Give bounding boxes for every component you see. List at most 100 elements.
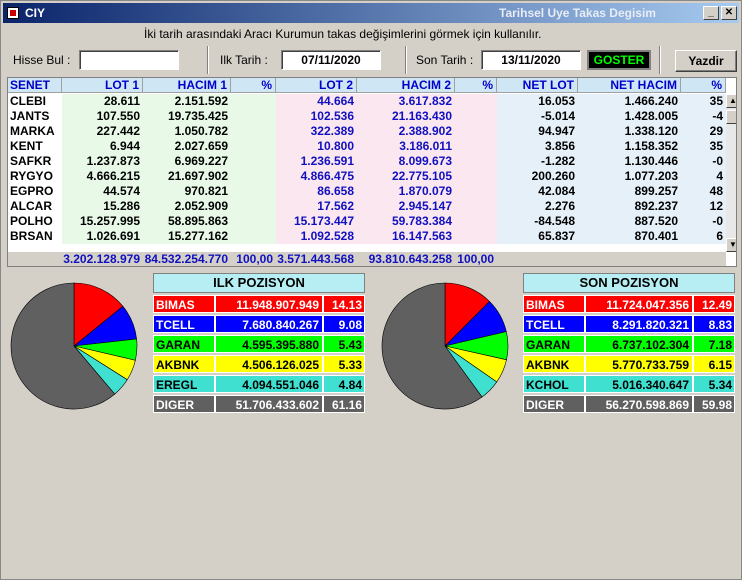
position-percent: 59.98 [693, 395, 735, 413]
column-header[interactable]: HACIM 2 [357, 78, 455, 93]
table-row[interactable]: CLEBI 28.611 2.151.592 44.664 3.617.832 16.05… [8, 94, 726, 109]
column-header[interactable]: % [681, 78, 726, 93]
separator [659, 46, 661, 74]
table-cell: 2.052.909 [143, 199, 231, 214]
totals-row[interactable]: 3.202.128.979 84.532.254.770 100,00 3.571.4… [8, 252, 726, 266]
yazdir-button[interactable]: Yazdir [675, 50, 737, 72]
table-cell: 94.947 [497, 124, 578, 139]
position-value: 6.737.102.304 [585, 335, 693, 353]
table-header[interactable]: SENET LOT 1 HACIM 1% LOT 2 HACIM 2% NET LOT NE… [8, 78, 726, 93]
table-cell: 10.800 [276, 139, 357, 154]
table-cell [455, 169, 497, 184]
table-cell [231, 154, 276, 169]
table-cell [455, 94, 497, 109]
scroll-thumb[interactable] [726, 110, 736, 124]
vertical-scrollbar[interactable]: ▲ ▼ [726, 94, 736, 252]
table-cell: 48 [681, 184, 726, 199]
scroll-down-icon[interactable]: ▼ [726, 238, 736, 252]
table-cell: -84.548 [497, 214, 578, 229]
table-cell: 1.050.782 [143, 124, 231, 139]
table-row[interactable]: SAFKR 1.237.873 6.969.227 1.236.591 8.099.67… [8, 154, 726, 169]
table-cell: RYGYO [8, 169, 62, 184]
table-cell [578, 252, 681, 266]
table-cell [231, 229, 276, 244]
position-row: AKBNK 5.770.733.759 6.15 [523, 355, 735, 374]
table-cell: 44.664 [276, 94, 357, 109]
minimize-button[interactable]: _ [703, 6, 719, 20]
table-cell [455, 199, 497, 214]
table-cell: 3.186.011 [357, 139, 455, 154]
table-cell: -1.282 [497, 154, 578, 169]
table-cell: EGPRO [8, 184, 62, 199]
table-cell: 6.969.227 [143, 154, 231, 169]
scroll-up-icon[interactable]: ▲ [726, 94, 736, 108]
column-header[interactable]: % [455, 78, 497, 93]
position-percent: 5.33 [323, 355, 365, 373]
ilk-pie-chart [10, 282, 138, 410]
position-row: TCELL 7.680.840.267 9.08 [153, 315, 365, 334]
table-cell [455, 229, 497, 244]
position-value: 4.506.126.025 [215, 355, 323, 373]
table-cell: 1.026.691 [62, 229, 143, 244]
son-tarih-label: Son Tarih : [416, 53, 474, 67]
table-cell: 1.466.240 [578, 94, 681, 109]
close-button[interactable]: ✕ [721, 6, 737, 20]
hisse-bul-input[interactable] [79, 50, 179, 70]
table-cell: 16.053 [497, 94, 578, 109]
table-row[interactable]: RYGYO 4.666.215 21.697.902 4.866.475 22.775.… [8, 169, 726, 184]
column-header[interactable]: LOT 2 [276, 78, 357, 93]
column-header[interactable]: LOT 1 [62, 78, 143, 93]
table-cell [231, 124, 276, 139]
window-title: CIY [25, 6, 46, 20]
table-cell: 4.866.475 [276, 169, 357, 184]
goster-button[interactable]: GOSTER [587, 50, 651, 70]
column-header[interactable]: NET HACIM [578, 78, 681, 93]
column-header[interactable]: % [231, 78, 276, 93]
stock-name: BIMAS [523, 295, 585, 313]
position-value: 7.680.840.267 [215, 315, 323, 333]
column-header[interactable]: NET LOT [497, 78, 578, 93]
table-row[interactable]: EGPRO 44.574 970.821 86.658 1.870.079 42.084 8… [8, 184, 726, 199]
table-row[interactable]: POLHO 15.257.995 58.895.863 15.173.447 59.78… [8, 214, 726, 229]
table-cell [231, 169, 276, 184]
pie-slice-bimas [73, 282, 124, 347]
table-row[interactable]: KENT 6.944 2.027.659 10.800 3.186.011 3.856 1.… [8, 139, 726, 154]
takas-table[interactable]: ▲ ▼ SENET LOT 1 HACIM 1% LOT 2 HACIM 2% NET L… [7, 77, 737, 267]
stock-name: DIGER [153, 395, 215, 413]
table-cell: 1.158.352 [578, 139, 681, 154]
stock-name: EREGL [153, 375, 215, 393]
table-cell: 84.532.254.770 [143, 252, 231, 266]
position-percent: 12.49 [693, 295, 735, 313]
table-cell: 1.130.446 [578, 154, 681, 169]
table-cell: 1.870.079 [357, 184, 455, 199]
table-cell: 42.084 [497, 184, 578, 199]
table-cell: 58.895.863 [143, 214, 231, 229]
table-row[interactable]: BRSAN 1.026.691 15.277.162 1.092.528 16.147.… [8, 229, 726, 244]
column-header[interactable]: SENET [8, 78, 62, 93]
table-cell: 44.574 [62, 184, 143, 199]
ilk-tarih-field[interactable]: 07/11/2020 [281, 50, 381, 70]
table-row[interactable]: JANTS 107.550 19.735.425 102.536 21.163.430 -… [8, 109, 726, 124]
title-bar[interactable]: CIY Tarihsel Uye Takas Degisim _ ✕ [3, 3, 739, 23]
table-cell: 17.562 [276, 199, 357, 214]
ilk-pozisyon-title: ILK POZISYON [153, 273, 365, 293]
table-cell: 2.388.902 [357, 124, 455, 139]
table-cell [231, 139, 276, 154]
table-cell: 100,00 [231, 252, 276, 266]
table-cell: -5.014 [497, 109, 578, 124]
table-cell: KENT [8, 139, 62, 154]
app-icon [7, 7, 19, 19]
table-cell: 102.536 [276, 109, 357, 124]
table-cell: 2.151.592 [143, 94, 231, 109]
stock-name: AKBNK [523, 355, 585, 373]
table-cell: 3.202.128.979 [62, 252, 143, 266]
table-cell: 2.276 [497, 199, 578, 214]
column-header[interactable]: HACIM 1 [143, 78, 231, 93]
stock-name: GARAN [523, 335, 585, 353]
table-row[interactable]: ALCAR 15.286 2.052.909 17.562 2.945.147 2.276… [8, 199, 726, 214]
son-tarih-field[interactable]: 13/11/2020 [481, 50, 581, 70]
table-cell [8, 252, 62, 266]
table-cell [455, 154, 497, 169]
table-row[interactable]: MARKA 227.442 1.050.782 322.389 2.388.902 94.… [8, 124, 726, 139]
